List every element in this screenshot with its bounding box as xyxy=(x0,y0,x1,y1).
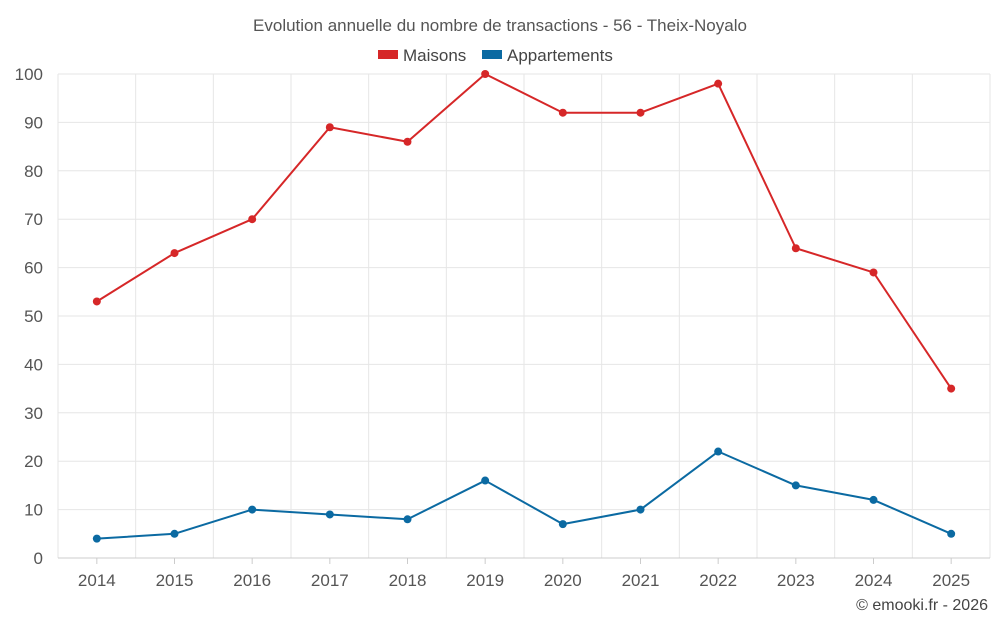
x-tick-label: 2022 xyxy=(699,571,737,590)
data-point-maisons[interactable] xyxy=(791,244,800,253)
data-point-maisons[interactable] xyxy=(714,79,723,88)
legend-swatch-maisons[interactable] xyxy=(378,50,398,59)
y-tick-label: 30 xyxy=(24,404,43,423)
y-tick-label: 60 xyxy=(24,259,43,278)
x-axis: 2014 2015 2016 2017 2018 2019 2020 2021 2022 2023… xyxy=(58,557,990,590)
series xyxy=(92,70,956,543)
x-tick-label: 2014 xyxy=(78,571,116,590)
x-tick-label: 2019 xyxy=(466,571,504,590)
y-axis: 0 10 20 30 40 50 60 70 80 90 100 xyxy=(15,65,43,568)
y-tick-label: 80 xyxy=(24,162,43,181)
x-tick-label: 2020 xyxy=(544,571,582,590)
data-point-appartements[interactable] xyxy=(791,481,800,490)
data-point-maisons[interactable] xyxy=(248,215,257,224)
data-point-appartements[interactable] xyxy=(403,515,412,524)
credit-text: © emooki.fr - 2026 xyxy=(856,597,988,614)
y-tick-label: 100 xyxy=(15,65,43,84)
legend-swatch-appartements[interactable] xyxy=(482,50,502,59)
x-tick-label: 2025 xyxy=(932,571,970,590)
data-point-maisons[interactable] xyxy=(636,108,645,117)
x-tick-label: 2017 xyxy=(311,571,349,590)
data-point-appartements[interactable] xyxy=(248,505,257,514)
data-point-maisons[interactable] xyxy=(558,108,567,117)
data-point-maisons[interactable] xyxy=(325,123,334,132)
legend: Maisons Appartements xyxy=(378,46,613,65)
y-tick-label: 50 xyxy=(24,307,43,326)
data-point-appartements[interactable] xyxy=(558,520,567,529)
data-point-appartements[interactable] xyxy=(947,529,956,538)
data-point-appartements[interactable] xyxy=(714,447,723,456)
legend-label-appartements[interactable]: Appartements xyxy=(507,46,613,65)
data-point-maisons[interactable] xyxy=(403,137,412,146)
data-point-appartements[interactable] xyxy=(869,495,878,504)
y-tick-label: 10 xyxy=(24,501,43,520)
chart-title: Evolution annuelle du nombre de transact… xyxy=(253,16,747,35)
data-point-maisons[interactable] xyxy=(481,70,490,78)
legend-label-maisons[interactable]: Maisons xyxy=(403,46,466,65)
series-line-appartements xyxy=(96,450,952,540)
x-tick-label: 2015 xyxy=(156,571,194,590)
y-tick-label: 0 xyxy=(34,549,43,568)
x-tick-label: 2018 xyxy=(389,571,427,590)
x-tick-label: 2016 xyxy=(233,571,271,590)
y-tick-label: 70 xyxy=(24,210,43,229)
data-point-appartements[interactable] xyxy=(170,529,179,538)
x-tick-label: 2021 xyxy=(622,571,660,590)
data-point-maisons[interactable] xyxy=(170,249,179,258)
series-line-maisons xyxy=(96,73,952,390)
y-tick-label: 90 xyxy=(24,113,43,132)
data-point-appartements[interactable] xyxy=(636,505,645,514)
y-tick-label: 40 xyxy=(24,355,43,374)
data-point-maisons[interactable] xyxy=(869,268,878,277)
data-point-appartements[interactable] xyxy=(481,476,490,485)
data-point-appartements[interactable] xyxy=(92,534,101,543)
x-tick-label: 2024 xyxy=(855,571,893,590)
data-point-appartements[interactable] xyxy=(325,510,334,519)
data-point-maisons[interactable] xyxy=(947,384,956,393)
x-tick-label: 2023 xyxy=(777,571,815,590)
grid xyxy=(57,73,991,559)
y-tick-label: 20 xyxy=(24,452,43,471)
data-point-maisons[interactable] xyxy=(92,297,101,306)
